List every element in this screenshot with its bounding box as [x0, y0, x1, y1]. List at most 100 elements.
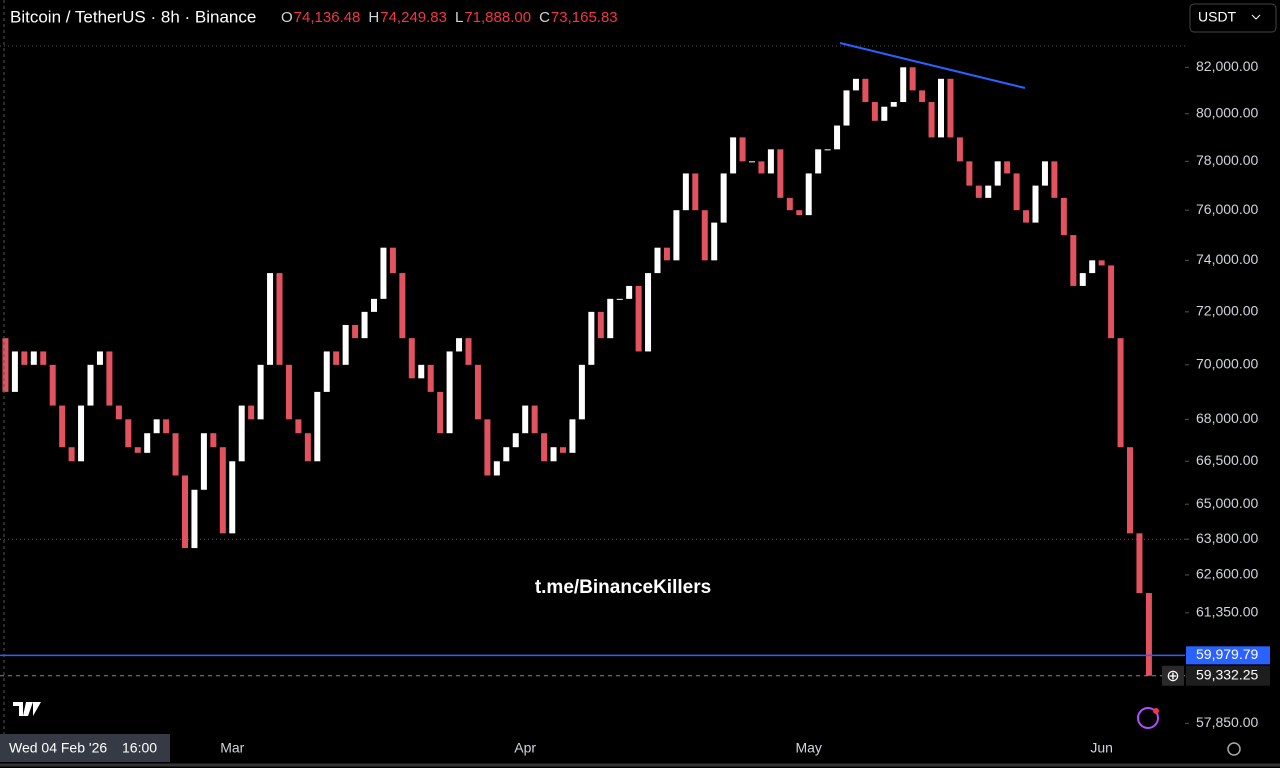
candle [626, 285, 633, 299]
candle [531, 405, 538, 434]
cursor-date: Wed 04 Feb '26 [9, 740, 107, 756]
candle [418, 364, 425, 379]
x-tick-label: May [795, 740, 821, 756]
candle [427, 364, 434, 392]
candle [701, 210, 708, 261]
candle [1023, 210, 1030, 223]
candle [210, 433, 217, 448]
candle [890, 102, 897, 107]
candle [682, 173, 689, 211]
candle [1070, 235, 1077, 286]
y-tick-label: 70,000.00 [1196, 356, 1258, 372]
candle [1032, 185, 1039, 223]
time-cursor [0, 734, 170, 762]
y-tick-label: 78,000.00 [1196, 152, 1258, 168]
candle [900, 67, 907, 103]
candle [474, 364, 481, 420]
currency: USDT [1198, 9, 1237, 25]
candle [1051, 161, 1058, 198]
candle [843, 90, 850, 126]
watermark: t.me/BinanceKillers [535, 577, 711, 598]
candle [144, 433, 151, 453]
candle [834, 125, 841, 150]
candle [1108, 265, 1115, 339]
candle [994, 161, 1001, 186]
candle [588, 311, 595, 365]
candle [484, 419, 491, 476]
candle [1013, 173, 1020, 211]
candle [21, 351, 28, 365]
candle [371, 298, 377, 312]
candle [692, 173, 699, 211]
candle [1136, 533, 1143, 594]
candle [1127, 447, 1133, 534]
candle [200, 433, 207, 490]
candle [333, 351, 340, 365]
candle [758, 161, 765, 174]
candle [1060, 197, 1067, 236]
candle [541, 433, 548, 462]
candle [512, 433, 519, 448]
trend-line [839, 42, 1026, 89]
candle [68, 447, 75, 462]
y-tick-label: 82,000.00 [1196, 58, 1258, 74]
candle [673, 210, 680, 261]
candle [805, 173, 812, 216]
candle [248, 405, 255, 420]
y-tick-label: 80,000.00 [1196, 104, 1258, 120]
candle [229, 461, 236, 534]
candle [125, 419, 132, 448]
candle [607, 298, 614, 339]
cursor-time: 16:00 [122, 740, 157, 756]
candle [1041, 161, 1048, 186]
tv-logo [13, 702, 41, 716]
candle [2, 338, 9, 392]
level-tag [1186, 646, 1270, 665]
candle [115, 405, 122, 420]
candle [1079, 273, 1086, 286]
candle [11, 351, 18, 392]
candle [767, 149, 774, 174]
candle [314, 391, 321, 462]
symbol: Bitcoin / TetherUS · 8h · Binance [10, 7, 256, 26]
candle [730, 137, 737, 174]
candle [947, 78, 954, 138]
flash-icon[interactable] [1137, 707, 1159, 729]
candle [238, 405, 245, 462]
ohlc-key: L [455, 9, 463, 26]
y-tick-label: 62,600.00 [1196, 566, 1258, 582]
badge [1153, 708, 1159, 714]
add-button[interactable] [1162, 665, 1184, 686]
y-tick-label: 72,000.00 [1196, 303, 1258, 319]
candle [871, 102, 878, 121]
candle [219, 447, 226, 534]
dropdown-icon [1251, 14, 1261, 20]
ohlc-value: 74,136.48 [294, 9, 361, 26]
ohlc: O 74,136.48 H 74,249.83 L 71,888.00 C 73,165.83 [281, 9, 618, 26]
candle [881, 106, 888, 121]
y-tick-label: 66,500.00 [1196, 452, 1258, 468]
add-icon: ⊕ [1166, 668, 1179, 685]
candle [163, 419, 170, 434]
plot [0, 67, 1185, 676]
candle [503, 447, 510, 462]
candle [87, 364, 94, 406]
x-tick-label: Mar [220, 740, 244, 756]
candle [96, 351, 103, 365]
y-tick-label: 61,350.00 [1196, 604, 1258, 620]
candle [257, 364, 264, 420]
candle [928, 102, 935, 138]
settings-icon[interactable] [1227, 742, 1241, 756]
candle [663, 247, 670, 261]
y-tick-label: 74,000.00 [1196, 251, 1258, 267]
candle [711, 222, 718, 261]
candle [342, 324, 349, 365]
currency-select[interactable] [1189, 3, 1277, 33]
candle [191, 489, 198, 549]
y-tick-label: 68,000.00 [1196, 410, 1258, 426]
candle [739, 137, 746, 162]
candle [323, 351, 330, 392]
